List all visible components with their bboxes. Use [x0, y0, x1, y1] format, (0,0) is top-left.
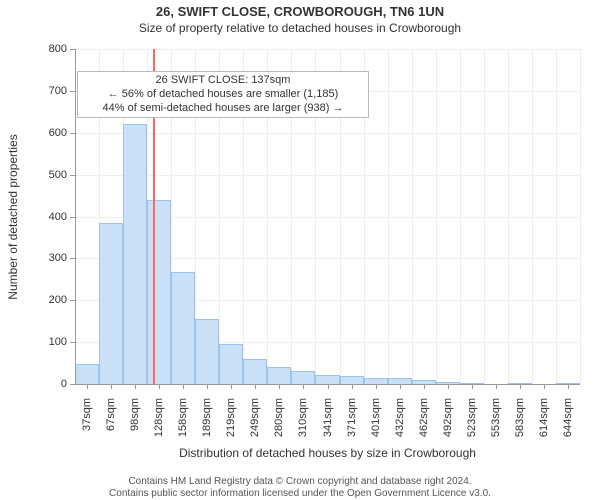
histogram-bar — [315, 375, 339, 384]
histogram-bar — [291, 371, 315, 384]
gridline — [580, 49, 581, 384]
gridline — [484, 49, 485, 384]
ytick-label: 800 — [35, 43, 67, 55]
gridline — [460, 49, 461, 384]
xtick-label: 583sqm — [514, 398, 526, 454]
gridline — [388, 49, 389, 384]
histogram-bar — [340, 376, 364, 384]
x-axis-label: Distribution of detached houses by size … — [179, 446, 476, 460]
attribution-footer: Contains HM Land Registry data © Crown c… — [0, 476, 600, 500]
ytick-label: 0 — [35, 378, 67, 390]
page-title: 26, SWIFT CLOSE, CROWBOROUGH, TN6 1UN — [0, 4, 600, 19]
xtick-label: 553sqm — [490, 398, 502, 454]
annotation-line: 44% of semi-detached houses are larger (… — [82, 102, 364, 116]
xtick-label: 128sqm — [153, 398, 165, 454]
ytick-label: 300 — [35, 252, 67, 264]
gridline — [532, 49, 533, 384]
xtick-label: 37sqm — [81, 398, 93, 454]
gridline — [75, 133, 580, 134]
y-axis-label: Number of detached properties — [6, 134, 20, 299]
footer-line-1: Contains HM Land Registry data © Crown c… — [0, 476, 600, 488]
ytick-label: 200 — [35, 294, 67, 306]
xtick-label: 644sqm — [562, 398, 574, 454]
gridline — [75, 175, 580, 176]
ytick-label: 400 — [35, 211, 67, 223]
histogram-bar — [75, 364, 99, 384]
ytick-label: 100 — [35, 336, 67, 348]
footer-line-2: Contains public sector information licen… — [0, 488, 600, 500]
gridline — [556, 49, 557, 384]
xtick-label: 67sqm — [105, 398, 117, 454]
page-subtitle: Size of property relative to detached ho… — [0, 21, 600, 35]
xtick-label: 98sqm — [129, 398, 141, 454]
histogram-bar — [99, 223, 123, 384]
histogram-bar — [147, 200, 171, 384]
histogram-bar — [123, 124, 147, 384]
histogram-bar — [219, 344, 243, 384]
annotation-line: ← 56% of detached houses are smaller (1,… — [82, 88, 364, 102]
gridline — [75, 49, 580, 50]
gridline — [508, 49, 509, 384]
histogram-bar — [267, 367, 291, 384]
ytick-label: 600 — [35, 127, 67, 139]
x-axis-line — [75, 384, 580, 385]
ytick-label: 500 — [35, 169, 67, 181]
gridline — [412, 49, 413, 384]
histogram-bar — [195, 319, 219, 384]
histogram-bar — [243, 359, 267, 384]
y-axis-line — [75, 49, 76, 384]
property-annotation: 26 SWIFT CLOSE: 137sqm← 56% of detached … — [77, 71, 369, 118]
histogram-plot: 010020030040050060070080037sqm67sqm98sqm… — [75, 49, 580, 384]
histogram-bar — [171, 272, 195, 384]
annotation-line: 26 SWIFT CLOSE: 137sqm — [82, 74, 364, 88]
gridline — [436, 49, 437, 384]
xtick-label: 614sqm — [538, 398, 550, 454]
ytick-label: 700 — [35, 85, 67, 97]
